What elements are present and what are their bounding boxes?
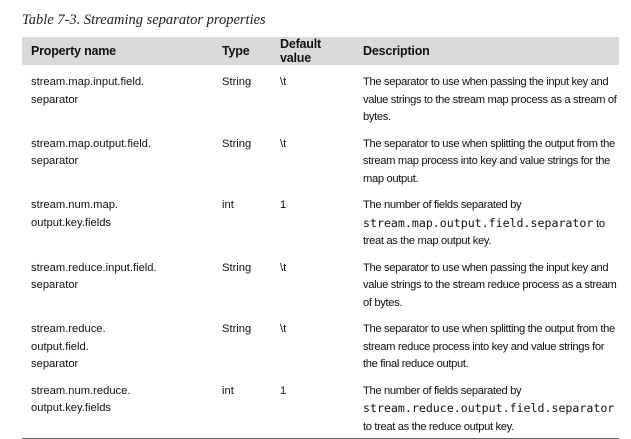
table-caption: Table 7-3. Streaming separator propertie… [22,12,266,28]
description-text-end: to treat as the reduce output key. [363,420,514,433]
property-name-cell: stream.num.reduce. output.key.fields [22,373,213,439]
description-text: The number of fields separated by [363,199,522,211]
property-name-cell: stream.map.input.field. separator [31,76,145,106]
column-header-type: Type [213,37,271,65]
table-row: stream.reduce. output.field. separator S… [22,312,619,374]
property-name-cell: stream.map.output.field. separator [31,137,152,168]
description-text: The separator to use when passing the in… [363,76,617,123]
type-cell: String [222,76,252,88]
default-value-cell: \t [280,261,287,274]
property-name-cell: stream.reduce.input.field. separator [31,261,157,292]
description-text: The separator to use when passing the in… [363,261,617,309]
description-cell: The separator to use when splitting the … [354,127,619,189]
description-cell: The number of fields separated by stream… [354,373,619,439]
default-value-cell: 1 [271,373,354,439]
property-name-cell: stream.reduce. output.field. separator [31,323,106,370]
description-text: The separator to use when splitting the … [363,137,615,185]
default-value-cell: \t [280,323,287,335]
type-cell: int [213,373,271,439]
table-row: stream.map.output.field. separator Strin… [22,127,619,189]
description-code: stream.map.output.field.separator [363,215,594,230]
description-cell: The separator to use when passing the in… [354,65,619,127]
table-row: stream.map.input.field. separator String… [22,65,619,127]
table-row: stream.num.reduce. output.key.fields int… [22,373,619,439]
table-header-row: Property name Type Default value Descrip… [22,37,619,65]
column-header-default: Default value [271,37,354,65]
default-value-cell: \t [280,137,287,150]
description-code: stream.reduce.output.field.separator [363,401,615,415]
description-cell: The number of fields separated by stream… [354,188,619,251]
type-cell: String [222,137,252,150]
table-row: stream.num.map. output.key.fields int 1 … [22,188,619,251]
type-cell: int [222,199,234,211]
description-cell: The separator to use when passing the in… [354,251,619,313]
column-header-description: Description [354,37,619,65]
type-cell: String [222,261,252,274]
properties-table: Property name Type Default value Descrip… [22,37,619,439]
table-row: stream.reduce.input.field. separator Str… [22,251,619,313]
column-header-property: Property name [22,37,213,65]
description-text: The separator to use when splitting the … [363,323,615,370]
default-value-cell: \t [280,76,287,88]
property-name-cell: stream.num.map. output.key.fields [31,199,119,229]
description-text: The number of fields separated by [363,384,522,397]
description-cell: The separator to use when splitting the … [354,312,619,374]
description-text-end: to treat as the map output key. [363,217,605,248]
type-cell: String [222,323,252,335]
default-value-cell: 1 [280,199,287,211]
